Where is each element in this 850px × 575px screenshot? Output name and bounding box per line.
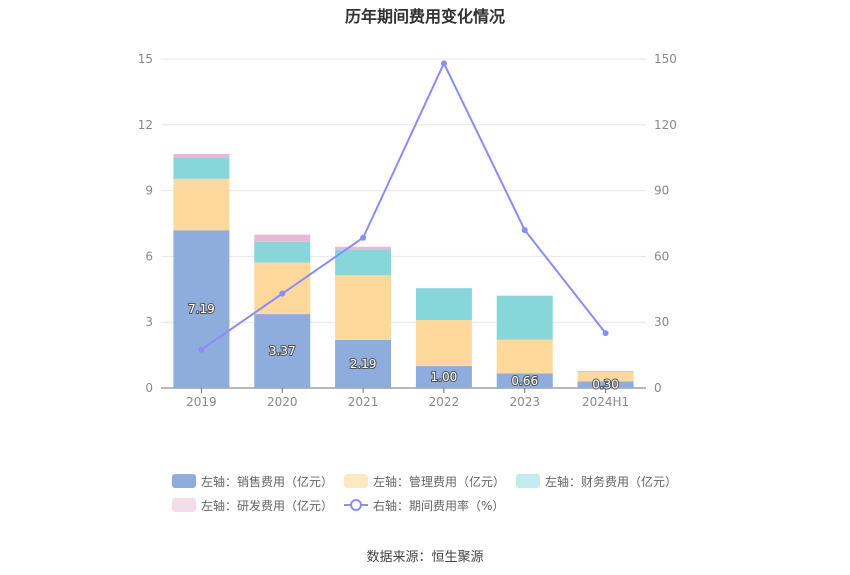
x-axis-tick-label: 2022 (429, 395, 460, 409)
legend-item-sales[interactable]: 左轴：销售费用（亿元） (172, 472, 344, 490)
x-axis-tick-label: 2019 (186, 395, 217, 409)
legend: 左轴：销售费用（亿元） 左轴：管理费用（亿元） 左轴：财务费用（亿元） 左轴：研… (172, 472, 692, 520)
bar-segment (254, 234, 311, 242)
bar-segment (496, 295, 553, 340)
left-axis-tick-label: 3 (145, 315, 153, 329)
expense-rate-point (198, 346, 205, 353)
legend-swatch-admin (344, 474, 368, 488)
x-axis-tick-label: 2021 (348, 395, 379, 409)
bar-segment (415, 320, 472, 367)
bar-data-label: 0.66 (511, 374, 538, 388)
right-axis-tick-label: 60 (654, 249, 669, 263)
legend-label-sales: 左轴：销售费用（亿元） (201, 474, 334, 489)
right-axis-tick-label: 30 (654, 315, 669, 329)
legend-item-finance[interactable]: 左轴：财务费用（亿元） (516, 472, 688, 490)
bar-segment (335, 246, 392, 251)
x-axis-tick-label: 2020 (267, 395, 298, 409)
bar-data-label: 7.19 (188, 302, 215, 316)
bar-segment (173, 153, 230, 158)
legend-item-expense-rate[interactable]: 右轴：期间费用率（%） (344, 496, 516, 514)
legend-label-admin: 左轴：管理费用（亿元） (373, 474, 506, 489)
bar-segment (335, 275, 392, 340)
legend-item-admin[interactable]: 左轴：管理费用（亿元） (344, 472, 516, 490)
left-axis-tick-label: 15 (138, 52, 153, 66)
expense-rate-line (200, 61, 607, 351)
bar-segment (254, 314, 311, 388)
left-axis-tick-label: 12 (138, 118, 153, 132)
expense-rate-point (360, 234, 367, 241)
bar-segment (173, 157, 230, 179)
bar-segment (173, 178, 230, 231)
right-axis-tick-label: 0 (654, 381, 662, 395)
x-axis-tick-label: 2023 (509, 395, 540, 409)
bar-data-label: 0.30 (592, 378, 619, 392)
bar-segment (496, 373, 553, 388)
legend-swatch-rnd (172, 498, 196, 512)
right-axis-tick-label: 90 (654, 184, 669, 198)
legend-item-rnd[interactable]: 左轴：研发费用（亿元） (172, 496, 344, 514)
bar-data-label: 3.37 (269, 344, 296, 358)
left-axis-tick-label: 0 (145, 381, 153, 395)
bar-segment (415, 288, 472, 321)
x-axis-tick-label: 2024H1 (582, 395, 629, 409)
expense-rate-point (521, 227, 528, 234)
left-axis-tick-label: 6 (145, 249, 153, 263)
right-axis-tick-label: 150 (654, 52, 677, 66)
bar-segment (254, 241, 311, 263)
bar-segment (496, 339, 553, 374)
left-axis-tick-label: 9 (145, 184, 153, 198)
legend-swatch-sales (172, 474, 196, 488)
bar-segment (335, 250, 392, 276)
bar-data-label: 1.00 (431, 370, 458, 384)
bar-data-label: 2.19 (350, 357, 377, 371)
expense-rate-point (440, 60, 447, 67)
legend-label-finance: 左轴：财务费用（亿元） (545, 474, 678, 489)
bar-segment (415, 366, 472, 388)
bar-segment (173, 230, 230, 388)
bar-segment (577, 371, 634, 382)
chart-title: 历年期间费用变化情况 (344, 7, 505, 26)
bar-segment (577, 370, 634, 372)
data-source: 数据来源：恒生聚源 (366, 550, 484, 565)
bar-segment (577, 381, 634, 388)
expense-rate-point (279, 290, 286, 297)
bar-segment (335, 339, 392, 388)
expense-rate-point (602, 330, 609, 337)
legend-label-rnd: 左轴：研发费用（亿元） (201, 498, 334, 513)
right-axis-tick-label: 120 (654, 118, 677, 132)
legend-label-expense-rate: 右轴：期间费用率（%） (373, 498, 505, 513)
legend-line-marker-icon (344, 498, 368, 512)
legend-swatch-finance (516, 474, 540, 488)
